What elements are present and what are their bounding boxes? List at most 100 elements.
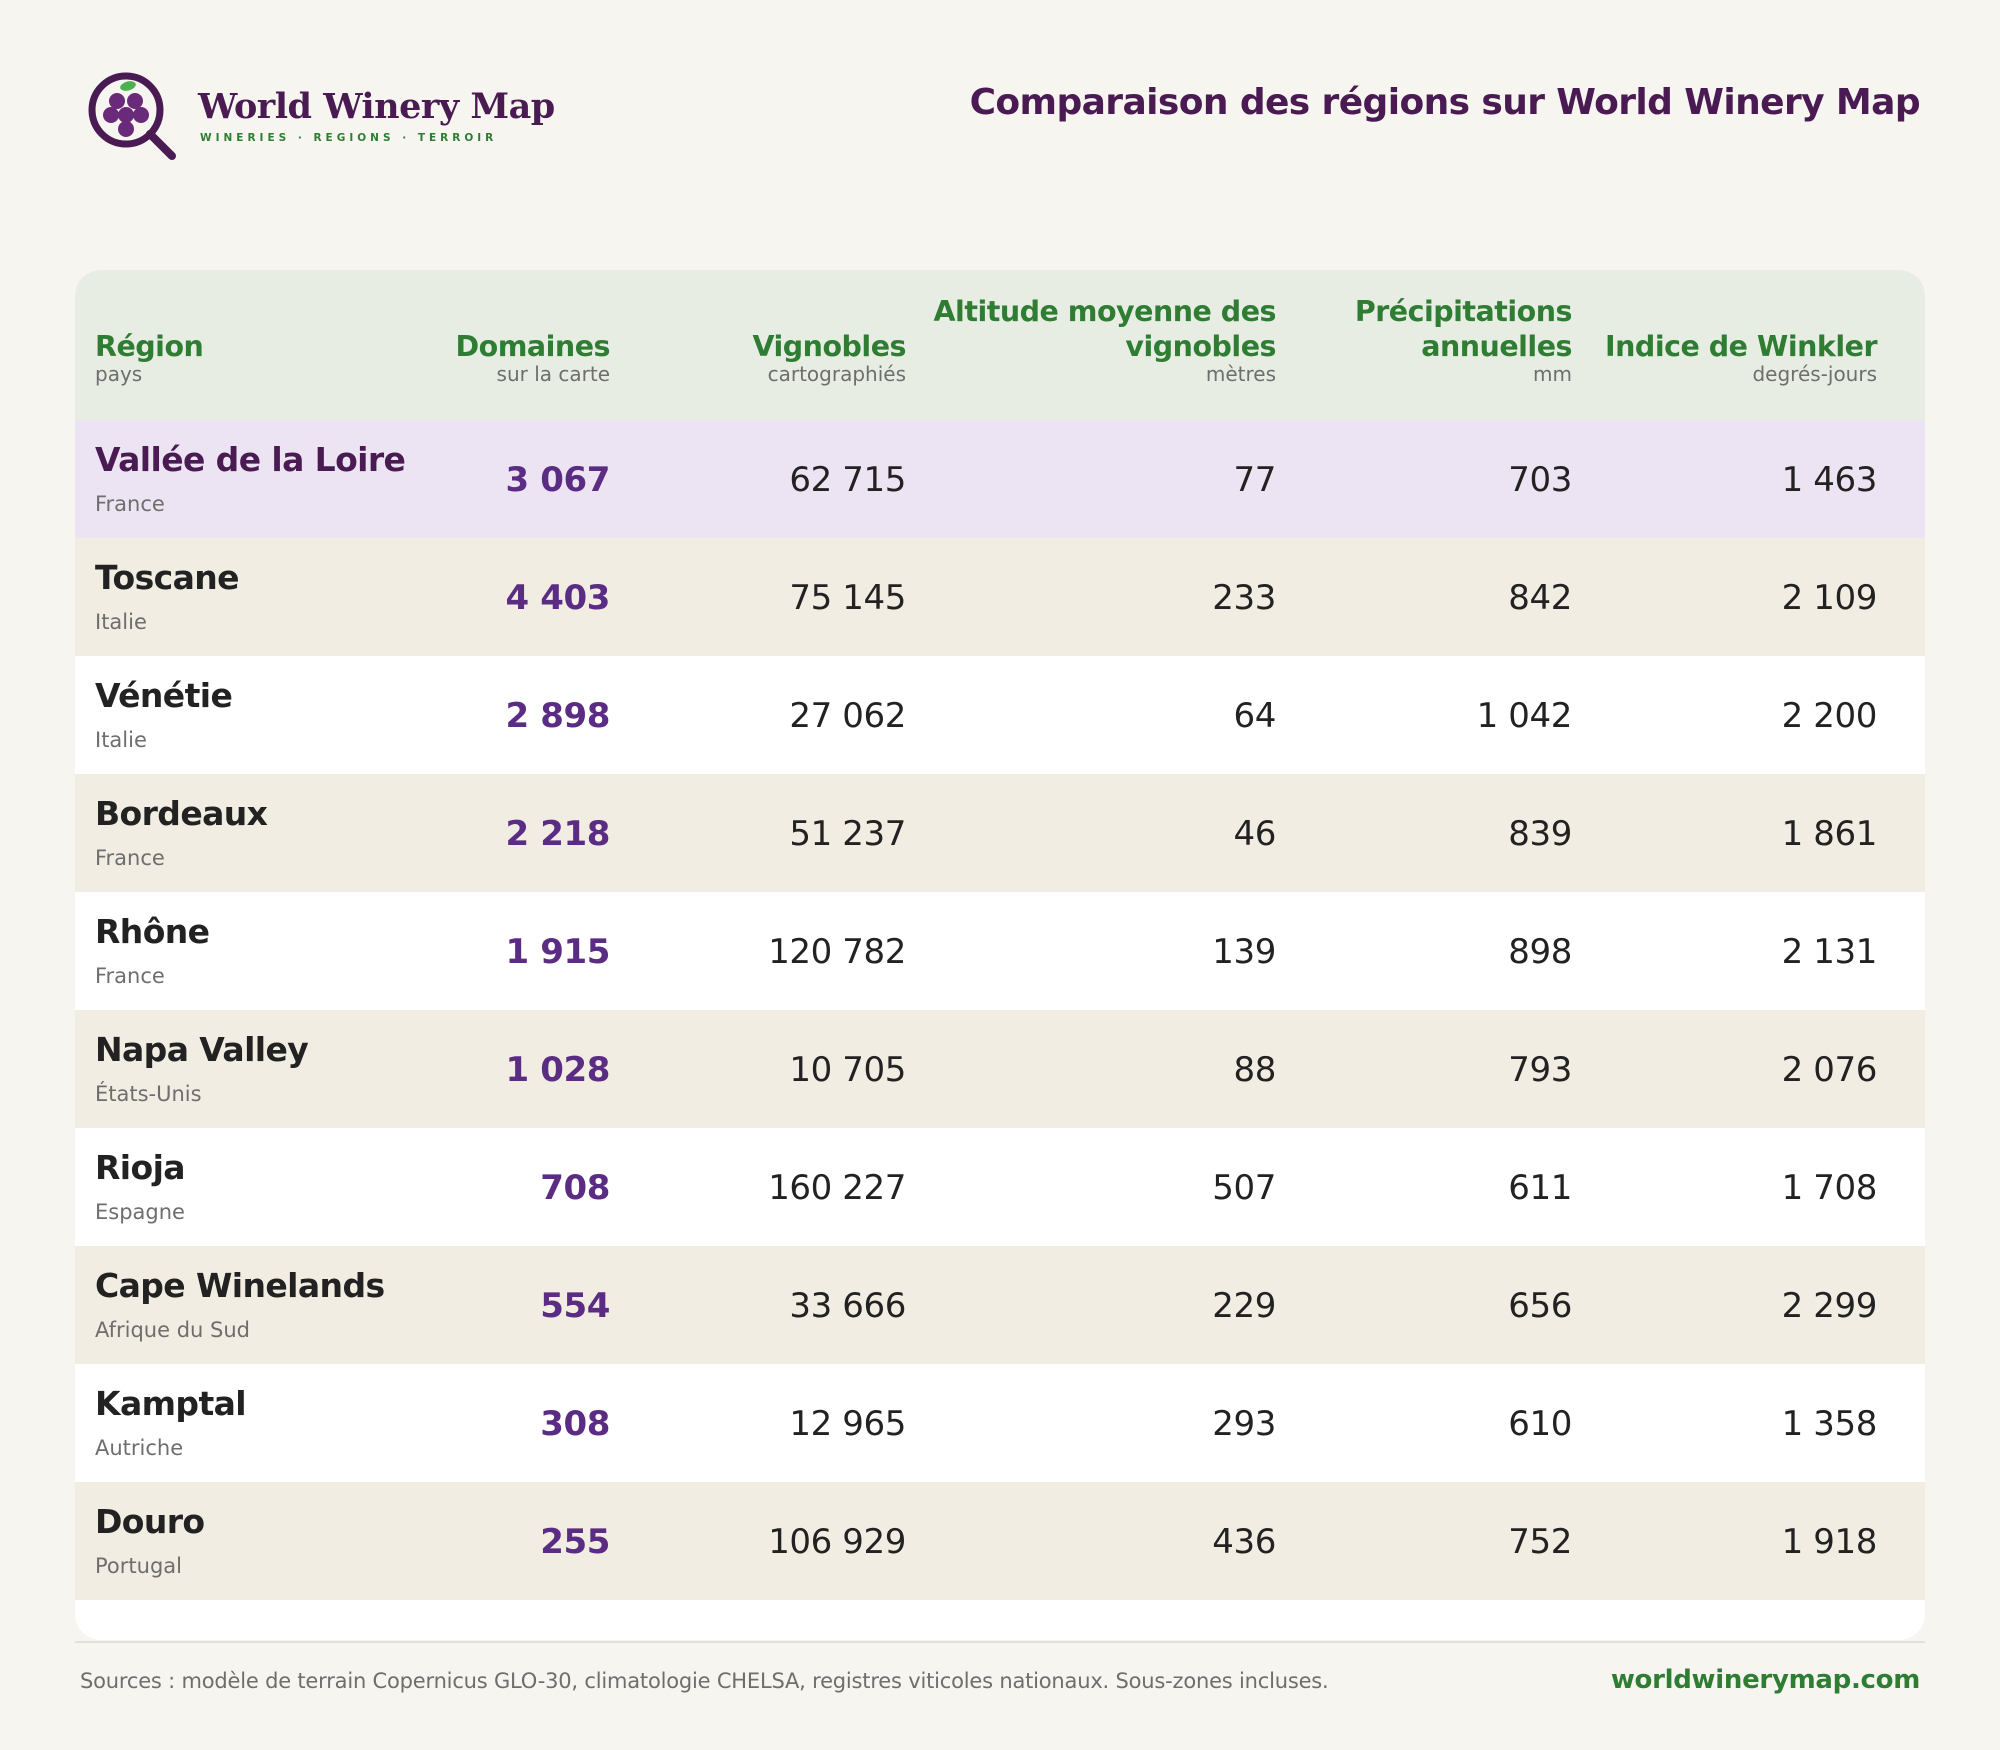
table-row[interactable]: Toscane Italie 4 403 75 145 233 842 2 109 xyxy=(75,538,1925,656)
winkler-value: 1 918 xyxy=(1781,1522,1878,1562)
footer-divider xyxy=(75,1641,1925,1643)
region-name: Douro xyxy=(95,1502,205,1541)
region-name: Bordeaux xyxy=(95,794,268,833)
vineyards-value: 27 062 xyxy=(789,696,906,736)
precipitation-value: 1 042 xyxy=(1476,696,1573,736)
winkler-value: 1 463 xyxy=(1781,460,1878,500)
region-cell: Napa Valley États-Unis xyxy=(75,1010,475,1128)
table-row[interactable]: Napa Valley États-Unis 1 028 10 705 88 793 2 0… xyxy=(75,1010,1925,1128)
vineyards-cell: 75 145 xyxy=(610,538,906,656)
winkler-value: 2 109 xyxy=(1781,578,1878,618)
vineyards-value: 10 705 xyxy=(789,1050,906,1090)
precipitation-value: 898 xyxy=(1508,932,1572,972)
column-header-estates: Domaines sur la carte xyxy=(455,270,610,420)
altitude-value: 88 xyxy=(1233,1050,1277,1090)
altitude-value: 229 xyxy=(1212,1286,1276,1326)
column-header-unit: cartographiés xyxy=(767,362,906,386)
column-header-label: Vignobles xyxy=(752,330,906,363)
altitude-cell: 229 xyxy=(906,1246,1276,1364)
altitude-cell: 293 xyxy=(906,1364,1276,1482)
column-header-winkler: Indice de Winkler degrés-jours xyxy=(1572,270,1877,420)
precipitation-value: 842 xyxy=(1508,578,1572,618)
estates-cell: 4 403 xyxy=(475,538,611,656)
precipitation-value: 839 xyxy=(1508,814,1572,854)
altitude-cell: 64 xyxy=(906,656,1277,774)
estates-cell: 554 xyxy=(475,1246,610,1364)
altitude-value: 293 xyxy=(1212,1404,1276,1444)
region-cell: Toscane Italie xyxy=(75,538,475,656)
region-cell: Bordeaux France xyxy=(75,774,475,892)
column-header-label: Précipitations annuelles xyxy=(1354,295,1573,363)
winkler-value: 1 861 xyxy=(1781,814,1878,854)
region-cell: Kamptal Autriche xyxy=(75,1364,475,1482)
region-country: France xyxy=(95,492,165,516)
estates-value: 308 xyxy=(540,1404,610,1444)
estates-cell: 255 xyxy=(475,1482,610,1600)
vineyards-value: 160 227 xyxy=(768,1168,906,1208)
region-country: Italie xyxy=(95,728,147,752)
column-header-region: Région pays xyxy=(75,270,475,420)
estates-cell: 308 xyxy=(475,1364,610,1482)
vineyards-value: 106 929 xyxy=(768,1522,906,1562)
altitude-cell: 46 xyxy=(906,774,1277,892)
precipitation-value: 610 xyxy=(1508,1404,1572,1444)
table-row[interactable]: Vénétie Italie 2 898 27 062 64 1 042 2 200 xyxy=(75,656,1925,774)
estates-value: 3 067 xyxy=(505,460,611,500)
column-header-unit: degrés-jours xyxy=(1752,362,1877,386)
table-row[interactable]: Kamptal Autriche 308 12 965 293 610 1 358 xyxy=(75,1364,1925,1482)
region-country: Afrique du Sud xyxy=(95,1318,250,1342)
region-country: Italie xyxy=(95,610,147,634)
winkler-cell: 1 463 xyxy=(1572,420,1878,538)
region-name: Vénétie xyxy=(95,676,233,715)
footer-url-link[interactable]: worldwinerymap.com xyxy=(1610,1665,1920,1695)
altitude-value: 507 xyxy=(1212,1168,1276,1208)
column-header-label: Région xyxy=(95,330,204,363)
region-country: États-Unis xyxy=(95,1082,202,1106)
precipitation-cell: 703 xyxy=(1276,420,1572,538)
brand-name: World Winery Map xyxy=(198,86,555,127)
winkler-cell: 1 708 xyxy=(1572,1128,1878,1246)
estates-cell: 2 898 xyxy=(475,656,611,774)
precipitation-value: 611 xyxy=(1508,1168,1572,1208)
column-header-label: Domaines xyxy=(455,330,610,363)
precipitation-cell: 611 xyxy=(1276,1128,1572,1246)
region-name: Rioja xyxy=(95,1148,186,1187)
altitude-value: 233 xyxy=(1212,578,1276,618)
winkler-cell: 2 299 xyxy=(1572,1246,1878,1364)
precipitation-cell: 793 xyxy=(1276,1010,1572,1128)
estates-value: 4 403 xyxy=(505,578,611,618)
page-title: Comparaison des régions sur World Winery… xyxy=(969,82,1921,123)
winkler-cell: 2 200 xyxy=(1572,656,1878,774)
vineyards-value: 12 965 xyxy=(789,1404,906,1444)
column-header-vineyards: Vignobles cartographiés xyxy=(610,270,906,420)
comparison-table: Région pays Domaines sur la carte Vignobles c… xyxy=(75,270,1925,1640)
region-cell: Vénétie Italie xyxy=(75,656,475,774)
table-row[interactable]: Vallée de la Loire France 3 067 62 715 77 703… xyxy=(75,420,1925,538)
precipitation-value: 703 xyxy=(1508,460,1572,500)
table-row[interactable]: Bordeaux France 2 218 51 237 46 839 1 861 xyxy=(75,774,1925,892)
estates-cell: 2 218 xyxy=(475,774,611,892)
column-header-label: Altitude moyenne des vignobles xyxy=(933,295,1277,363)
estates-value: 708 xyxy=(540,1168,610,1208)
footer-sources: Sources : modèle de terrain Copernicus G… xyxy=(80,1669,1329,1693)
altitude-value: 436 xyxy=(1212,1522,1276,1562)
estates-value: 1 915 xyxy=(505,932,611,972)
region-name: Rhône xyxy=(95,912,210,951)
estates-value: 1 028 xyxy=(505,1050,611,1090)
estates-cell: 708 xyxy=(475,1128,610,1246)
brand-tagline: WINERIES · REGIONS · TERROIR xyxy=(200,132,498,144)
table-row[interactable]: Douro Portugal 255 106 929 436 752 1 918 xyxy=(75,1482,1925,1600)
altitude-value: 46 xyxy=(1233,814,1277,854)
table-row[interactable]: Cape Winelands Afrique du Sud 554 33 666 229… xyxy=(75,1246,1925,1364)
table-header: Région pays Domaines sur la carte Vignobles c… xyxy=(75,270,1925,420)
region-cell: Rioja Espagne xyxy=(75,1128,475,1246)
winkler-value: 2 076 xyxy=(1781,1050,1878,1090)
vineyards-cell: 120 782 xyxy=(610,892,906,1010)
table-row[interactable]: Rhône France 1 915 120 782 139 898 2 131 xyxy=(75,892,1925,1010)
table-row[interactable]: Rioja Espagne 708 160 227 507 611 1 708 xyxy=(75,1128,1925,1246)
precipitation-value: 793 xyxy=(1508,1050,1572,1090)
altitude-cell: 507 xyxy=(906,1128,1276,1246)
winkler-value: 2 131 xyxy=(1781,932,1878,972)
column-header-label: Indice de Winkler xyxy=(1605,330,1877,363)
estates-cell: 1 028 xyxy=(475,1010,611,1128)
